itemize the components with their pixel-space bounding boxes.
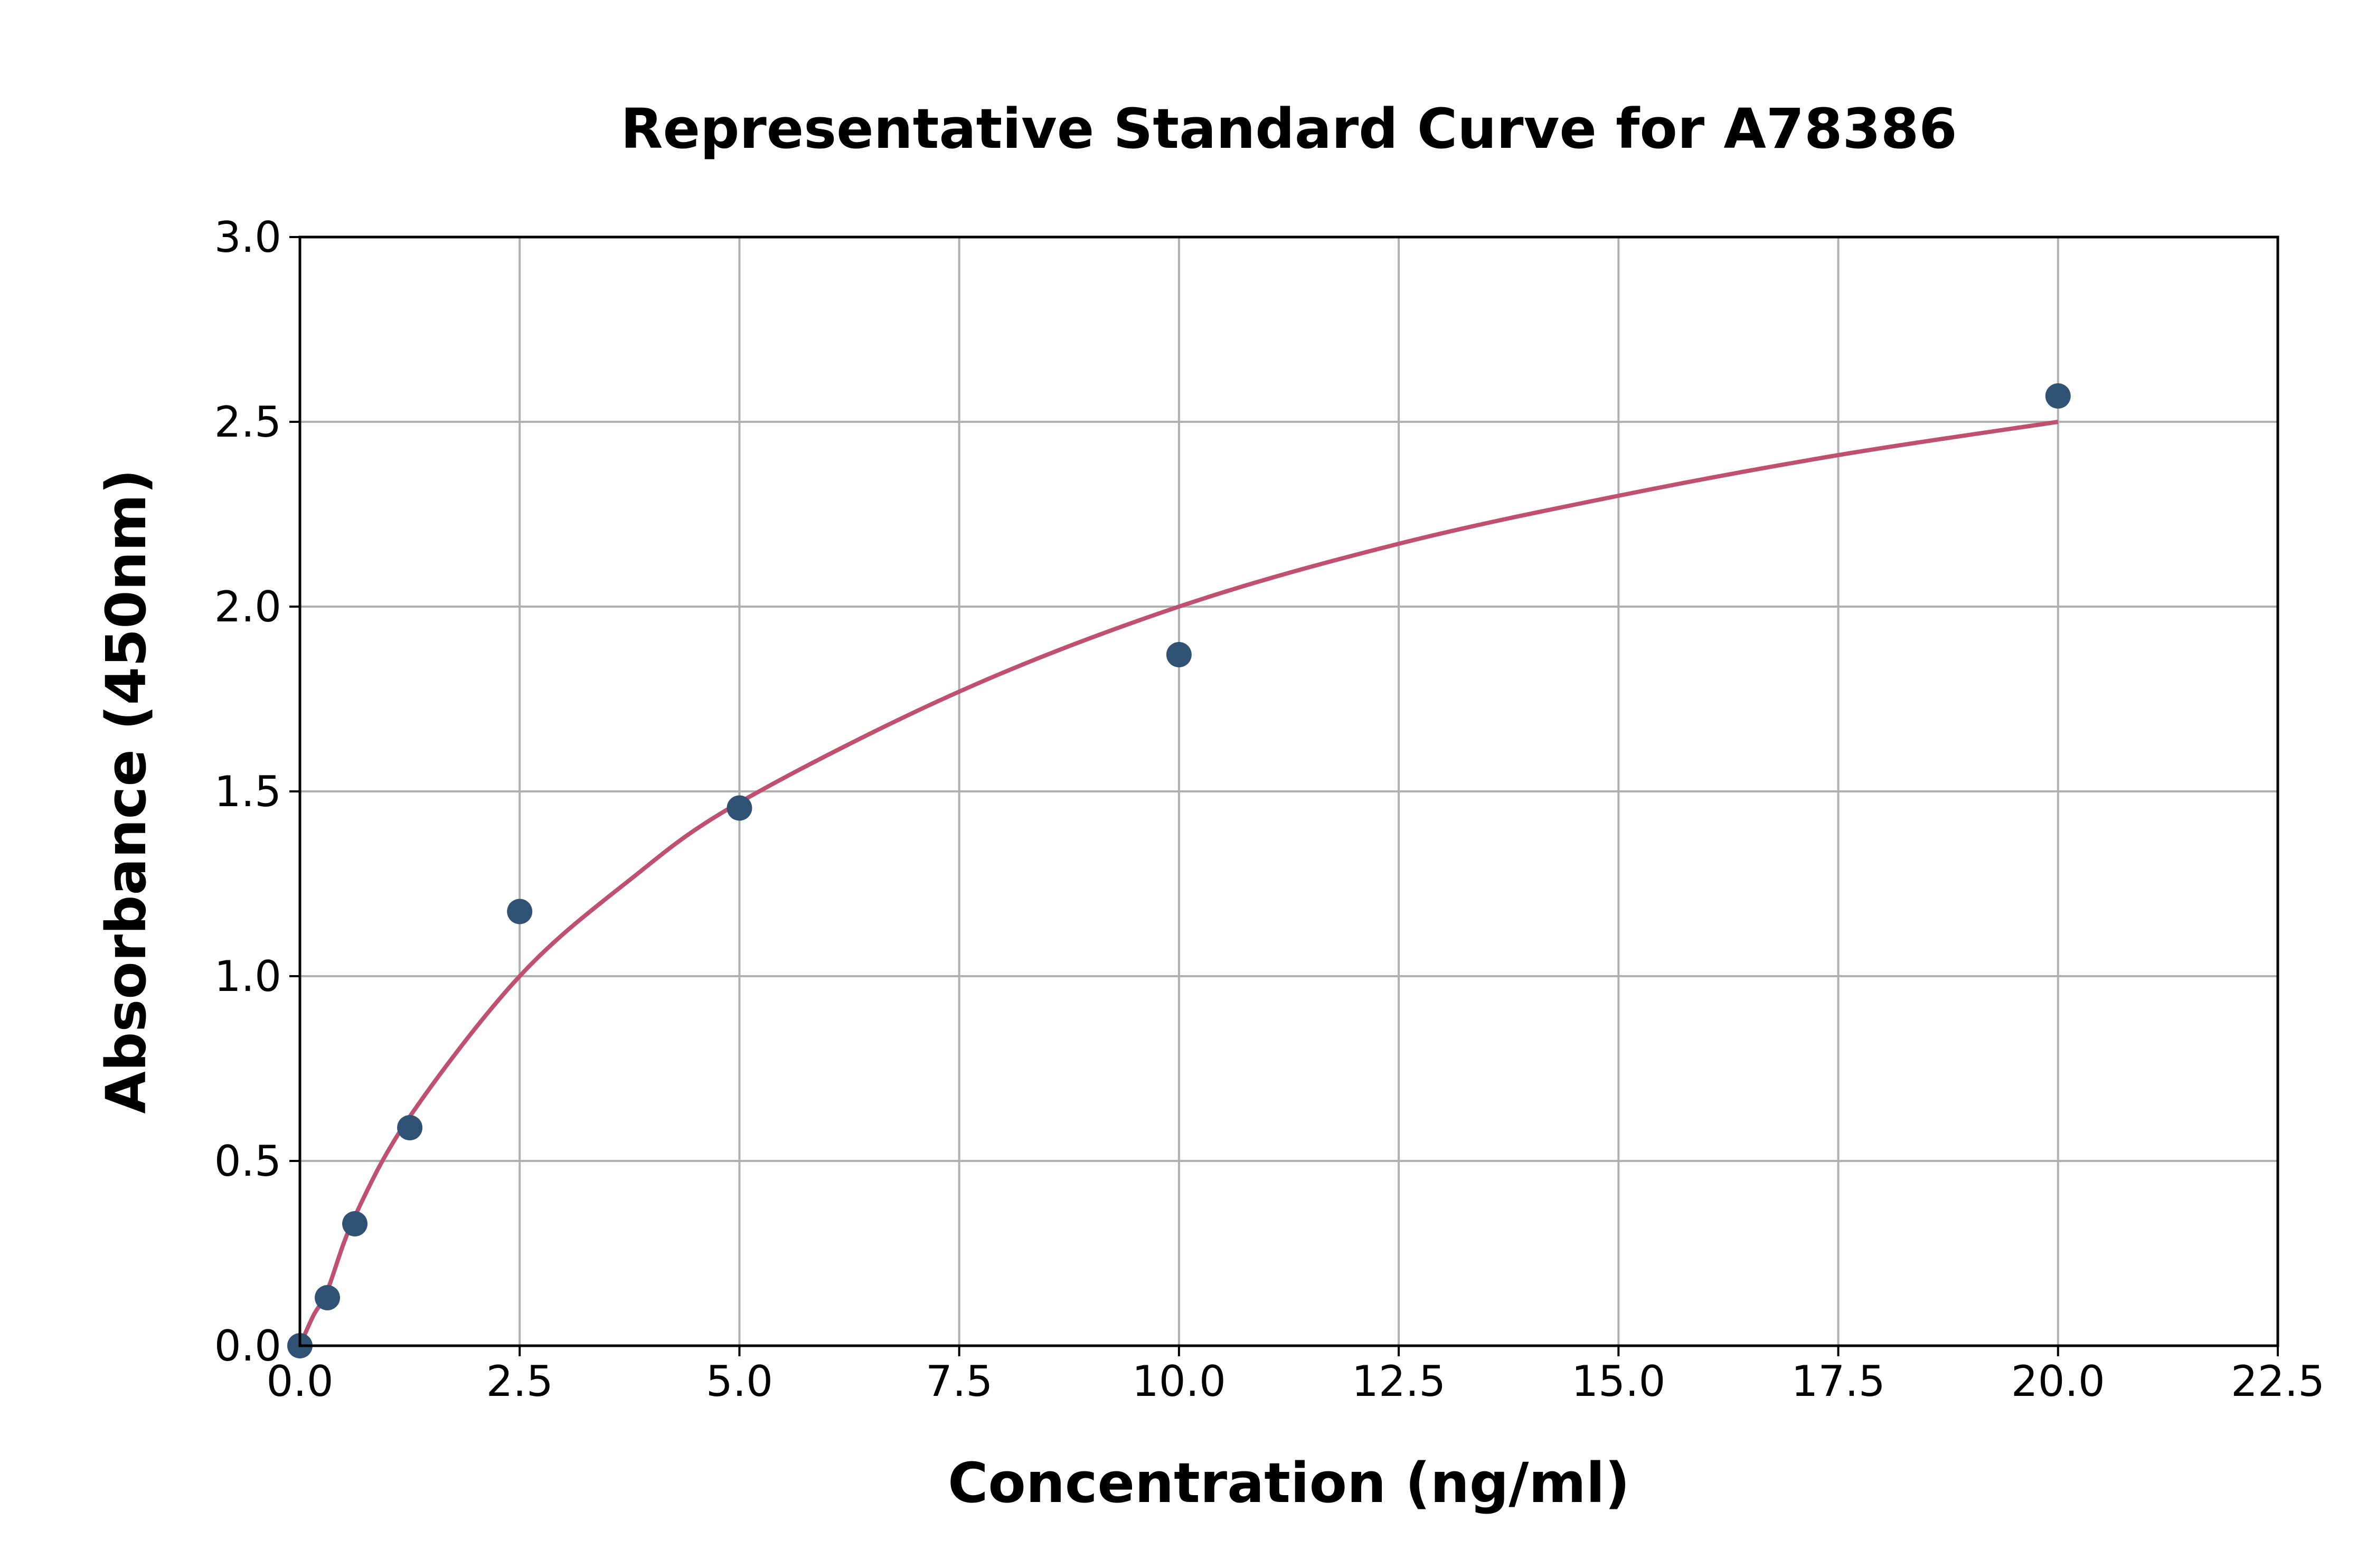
data-point (342, 1211, 368, 1236)
plot-frame (298, 235, 2279, 1347)
data-point (2045, 383, 2071, 409)
y-tick-label: 1.5 (214, 767, 281, 816)
x-tick-label: 7.5 (926, 1357, 993, 1406)
y-tick-label: 3.0 (214, 213, 281, 262)
y-tick-label: 0.0 (214, 1321, 281, 1371)
data-points (287, 383, 2071, 1358)
y-axis-label: Absorbance (450nm) (94, 469, 158, 1113)
x-tick-label: 17.5 (1791, 1357, 1885, 1406)
data-point (1166, 642, 1192, 667)
grid (299, 236, 2279, 1347)
x-tick-label: 15.0 (1571, 1357, 1665, 1406)
y-tick-label: 2.5 (214, 398, 281, 447)
ticks: 0.0 2.5 5.0 7.5 10.0 12.5 15.0 17.5 20.0 22.5 0.0 0… (214, 213, 2325, 1406)
x-tick-label: 5.0 (706, 1357, 773, 1406)
y-tick-label: 0.5 (214, 1137, 281, 1186)
fit-curve (298, 420, 2059, 1347)
chart-title: Representative Standard Curve for A78386 (620, 97, 1957, 161)
y-tick-label: 1.0 (214, 952, 281, 1001)
x-tick-label: 20.0 (2011, 1357, 2105, 1406)
x-tick-label: 0.0 (266, 1357, 333, 1406)
x-tick-label: 22.5 (2231, 1357, 2325, 1406)
x-tick-label: 12.5 (1352, 1357, 1446, 1406)
data-point (727, 795, 752, 821)
data-point (397, 1115, 423, 1140)
x-tick-label: 2.5 (486, 1357, 553, 1406)
x-tick-label: 10.0 (1132, 1357, 1226, 1406)
y-tick-label: 2.0 (214, 582, 281, 631)
data-point (507, 899, 533, 924)
x-axis-label: Concentration (ng/ml) (948, 1451, 1630, 1515)
data-point (315, 1285, 341, 1310)
